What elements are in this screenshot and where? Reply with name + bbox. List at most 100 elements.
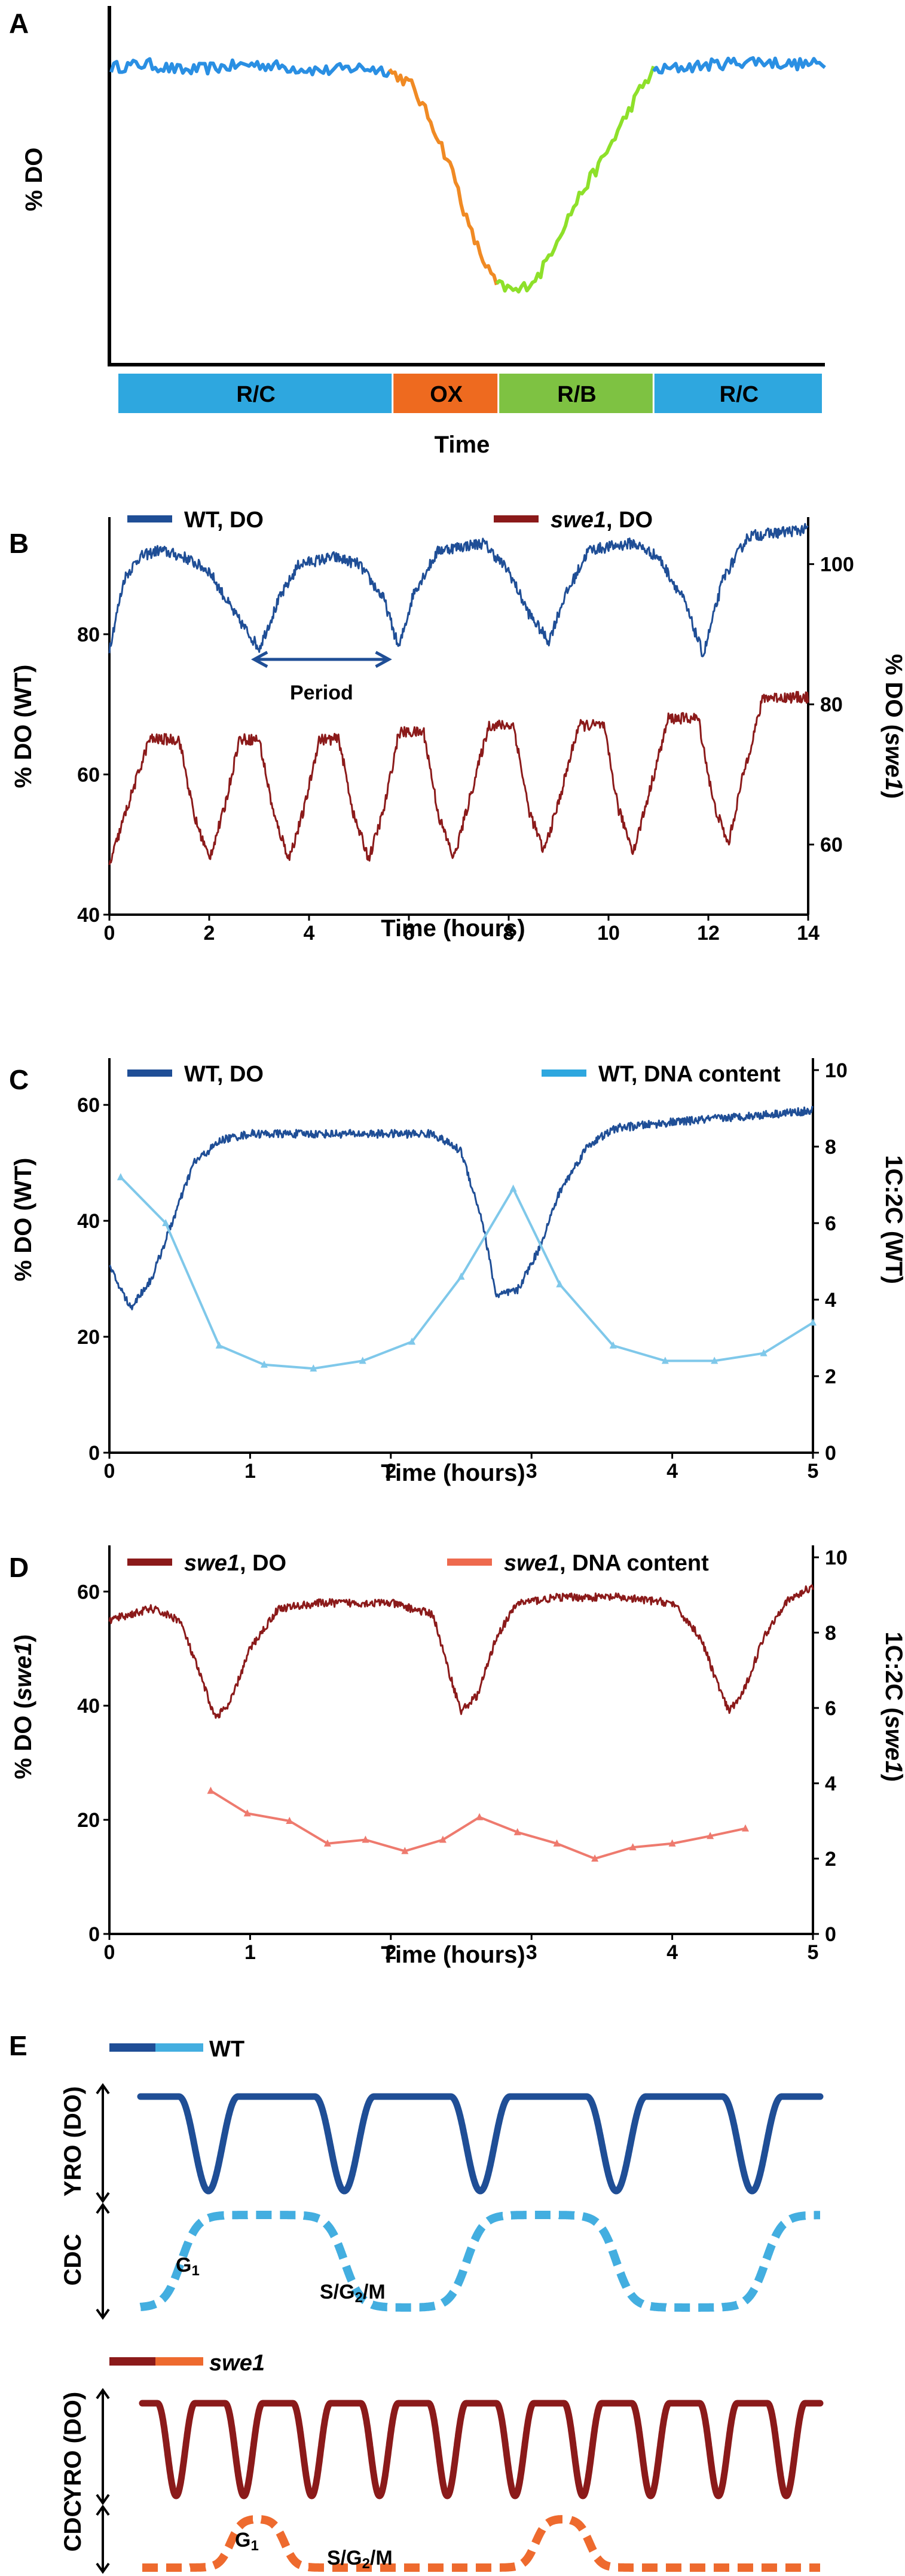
series-1-marker	[556, 1280, 564, 1288]
panel-b-ylabel-left: % DO (WT)	[10, 665, 36, 789]
panel-c: C WT, DO WT, DNA content % DO (WT) 1C:2C…	[9, 1058, 905, 1486]
panel-a-lines	[109, 56, 826, 294]
x-tick-label: 1	[244, 1460, 256, 1483]
series-1-marker	[260, 1360, 268, 1368]
period-arrow-head-left	[250, 650, 268, 668]
period-arrow	[250, 650, 392, 668]
panel-d-legend-dna: swe1, DNA content	[504, 1551, 709, 1576]
panel-c-ylabel-left: % DO (WT)	[10, 1158, 36, 1282]
panel-d-ylabel-left: % DO (swe1)	[10, 1634, 36, 1779]
x-tick-label: 4	[304, 922, 315, 945]
panel-a-series-0	[109, 57, 392, 78]
series-1-marker	[476, 1813, 484, 1820]
y-right-tick-label: 60	[820, 834, 843, 857]
series-1-marker	[207, 1786, 215, 1794]
y-left-tick-label: 40	[77, 1695, 100, 1718]
x-tick-label: 2	[204, 922, 215, 945]
y-right-tick-label: 2	[825, 1365, 836, 1388]
panel-d-label: D	[9, 1552, 29, 1583]
series-1-marker	[117, 1173, 124, 1181]
y-right-tick-label: 100	[820, 554, 854, 576]
series-1-line	[120, 1176, 814, 1370]
x-tick-label: 3	[526, 1941, 537, 1964]
panel-a-series-1	[388, 68, 499, 286]
panel-a-ylabel: % DO	[21, 148, 47, 212]
wt-g1-label: G1	[176, 2254, 200, 2279]
panel-d-legend-do: swe1, DO	[184, 1551, 286, 1576]
series-1-marker	[553, 1839, 561, 1847]
x-tick-label: 6	[403, 922, 415, 945]
y-right-tick-label: 8	[825, 1136, 836, 1159]
wt-cdc-curve	[139, 2211, 820, 2312]
series-1-marker	[215, 1341, 223, 1349]
series-1-marker	[286, 1817, 293, 1824]
series-1-marker	[362, 1835, 369, 1843]
series-1-marker	[809, 1318, 817, 1326]
panel-d-lines	[108, 1584, 814, 1862]
y-left-tick-label: 60	[77, 763, 100, 786]
x-tick-label: 12	[697, 922, 720, 945]
panel-b: B WT, DO swe1, DO % DO (WT) % DO (swe1) …	[9, 508, 905, 945]
y-left-tick-label: 40	[77, 1210, 100, 1233]
panel-b-legend: WT, DO swe1, DO	[127, 508, 653, 533]
wt-yro-curve	[137, 2093, 824, 2195]
segment-1	[393, 374, 498, 413]
x-tick-label: 2	[385, 1941, 396, 1964]
y-right-tick-label: 6	[825, 1697, 836, 1720]
x-tick-label: 0	[104, 1941, 115, 1964]
y-left-tick-label: 0	[88, 1442, 100, 1465]
panel-d-legend: swe1, DO swe1, DNA content	[127, 1551, 709, 1576]
series-1-marker	[760, 1349, 768, 1356]
series-0-line	[108, 522, 809, 658]
panel-a-segment-bar: R/C OX R/B R/C	[118, 374, 822, 413]
panel-d-ylabel-right: 1C:2C (swe1)	[880, 1631, 905, 1781]
panel-c-xlabel: Time (hours)	[381, 1460, 525, 1486]
y-right-tick-label: 8	[825, 1622, 836, 1645]
series-1-marker	[162, 1219, 170, 1226]
x-tick-label: 5	[808, 1460, 819, 1483]
series-1-marker	[742, 1824, 750, 1832]
panel-a-xlabel: Time	[435, 432, 490, 458]
swe1-cdc-bracket	[96, 2504, 110, 2574]
y-right-tick-label: 2	[825, 1848, 836, 1871]
x-tick-label: 4	[666, 1941, 678, 1964]
wt-cdc-bracket	[96, 2202, 110, 2320]
panel-a-series-2	[495, 65, 656, 294]
y-left-tick-label: 40	[77, 904, 100, 927]
panel-e-label: E	[9, 2030, 27, 2061]
panel-b-label: B	[9, 528, 29, 559]
swe1-sg2m-label: S/G2/M	[327, 2547, 393, 2572]
panel-d-xlabel: Time (hours)	[381, 1942, 525, 1968]
series-1-marker	[707, 1832, 714, 1839]
swe1-cdc-curve	[142, 2515, 820, 2572]
panel-e-wt: WT YRO (DO) CDC G1 S/G2/M	[60, 2037, 824, 2320]
swe1-yro-curve	[139, 2400, 824, 2499]
series-0-line	[109, 1105, 814, 1310]
swe1-yro-label: YRO (DO)	[60, 2392, 86, 2502]
series-1-marker	[509, 1184, 517, 1192]
series-1-marker	[513, 1828, 521, 1835]
panel-b-legend-wt: WT, DO	[184, 508, 264, 533]
y-left-tick-label: 60	[77, 1581, 100, 1603]
period-annotation: Period	[290, 682, 353, 704]
series-1-marker	[661, 1356, 669, 1364]
y-right-tick-label: 4	[825, 1773, 836, 1795]
panel-c-legend-do: WT, DO	[184, 1062, 264, 1087]
y-left-tick-label: 0	[88, 1923, 100, 1946]
panel-b-axes: 0 2 4 6 8 10 12 14 40 60 80 60 80 100	[77, 517, 854, 945]
x-tick-label: 1	[244, 1941, 256, 1964]
series-1-marker	[359, 1356, 366, 1364]
y-right-tick-label: 10	[825, 1059, 848, 1082]
wt-sg2m-label: S/G2/M	[320, 2281, 386, 2306]
panel-c-lines	[109, 1105, 817, 1372]
panel-d: D swe1, DO swe1, DNA content % DO (swe1)…	[9, 1545, 905, 1968]
x-tick-label: 5	[808, 1941, 819, 1964]
panel-c-ylabel-right: 1C:2C (WT)	[880, 1155, 905, 1284]
y-left-tick-label: 20	[77, 1809, 100, 1832]
panel-a-series-3	[652, 56, 826, 75]
panel-c-legend: WT, DO WT, DNA content	[127, 1062, 781, 1087]
panel-a: A % DO R/C OX R/B R/C Time	[9, 6, 826, 458]
swe1-legend-label: swe1	[209, 2351, 265, 2376]
wt-yro-label: YRO (DO)	[60, 2086, 86, 2196]
